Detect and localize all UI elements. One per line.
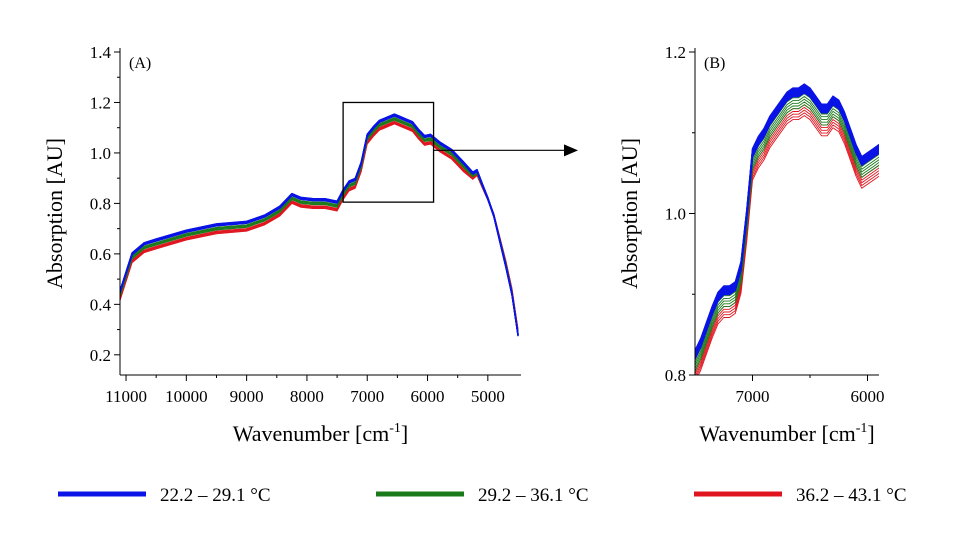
spectrum-blue-a-2	[120, 115, 519, 337]
spectrum-blue-a-1	[120, 115, 519, 337]
spectrum-red-a-0	[120, 123, 519, 332]
spectrum-blue-a-13	[120, 113, 519, 335]
panel-b-y-title: Absorption [AU]	[617, 138, 642, 289]
y-tick-label-0-0: 0.2	[90, 346, 111, 365]
spectrum-blue-a-9	[120, 114, 519, 335]
spectrum-blue-a-7	[120, 114, 519, 336]
panel-b-x-title-main: Wavenumber [cm	[699, 421, 855, 446]
x-tick-label-0-4: 7000	[350, 387, 384, 406]
spectrum-blue-a-8	[120, 114, 519, 336]
spectrum-green-a-0	[120, 119, 519, 335]
y-tick-label-1-1: 1.0	[665, 205, 686, 224]
legend: 22.2 – 29.1 °C 29.2 – 36.1 °C 36.2 – 43.…	[58, 485, 907, 506]
panel-a-x-title-sup: -1	[389, 421, 401, 436]
spectrum-green-a-4	[120, 117, 519, 332]
x-tick-label-0-3: 8000	[290, 387, 324, 406]
x-tick-label-0-5: 6000	[411, 387, 445, 406]
legend-label-red: 36.2 – 43.1 °C	[796, 485, 907, 506]
panel-b-x-title-close: ]	[867, 421, 874, 446]
spectrum-blue-b-11	[695, 84, 879, 353]
panel-b-ticks: 0.8 1.0 1.2 7000 6000	[665, 43, 885, 406]
y-tick-label-0-2: 0.6	[90, 245, 111, 264]
spectrum-green-a-2	[120, 118, 519, 333]
y-tick-label-1-0: 0.8	[665, 366, 686, 385]
legend-label-green: 29.2 – 36.1 °C	[478, 485, 589, 506]
spectrum-red-a-4	[120, 120, 519, 330]
spectrum-blue-a-6	[120, 114, 519, 336]
spectrum-green-a-1	[120, 119, 519, 334]
zoom-box	[342, 101, 435, 203]
legend-label-blue: 22.2 – 29.1 °C	[160, 485, 271, 506]
spectrum-red-a-3	[120, 121, 519, 330]
spectrum-red-b-0	[697, 115, 879, 375]
spectrum-blue-a-5	[120, 114, 519, 336]
spectrum-red-b-2	[695, 109, 879, 375]
panel-a-x-title-close: ]	[401, 421, 408, 446]
y-tick-label-1-2: 1.2	[665, 43, 686, 62]
zoom-arrowhead	[564, 144, 578, 157]
spectrum-red-a-1	[120, 122, 519, 332]
spectrum-green-b-0	[695, 104, 879, 372]
x-tick-label-1-0: 7000	[736, 387, 770, 406]
x-tick-label-0-6: 5000	[471, 387, 505, 406]
panel-b-series	[695, 83, 879, 375]
y-tick-label-0-1: 0.4	[90, 295, 112, 314]
panel-a-x-title: Wavenumber [cm-1]	[233, 421, 408, 446]
spectrum-red-a-2	[120, 122, 519, 331]
panel-b-x-title: Wavenumber [cm-1]	[699, 421, 874, 446]
y-tick-label-0-3: 0.8	[90, 194, 111, 213]
panel-a-x-title-main: Wavenumber [cm	[233, 421, 389, 446]
x-tick-label-0-2: 9000	[230, 387, 264, 406]
spectrum-green-b-2	[695, 98, 879, 367]
panel-b: 0.8 1.0 1.2 7000 6000 (B) Absorption [AU] Wa…	[617, 43, 885, 446]
spectrum-blue-b-7	[695, 87, 879, 356]
spectrum-blue-b-13	[695, 83, 879, 352]
x-tick-label-0-1: 10000	[165, 387, 208, 406]
spectrum-green-b-3	[695, 96, 879, 364]
spectrum-blue-b-10	[695, 85, 879, 354]
spectrum-red-b-1	[696, 112, 879, 375]
y-tick-label-0-6: 1.4	[90, 43, 112, 62]
spectrum-blue-a-3	[120, 115, 519, 336]
y-tick-label-0-4: 1.0	[90, 144, 111, 163]
spectrum-red-b-3	[695, 106, 879, 375]
panel-a-label: (A)	[129, 55, 151, 72]
spectrum-blue-a-12	[120, 113, 519, 335]
spectrum-blue-a-11	[120, 113, 519, 335]
panel-b-x-title-sup: -1	[856, 421, 868, 436]
spectrum-blue-a-10	[120, 113, 519, 335]
panel-a-ticks: 0.2 0.4 0.6 0.8 1.0 1.2 1.4 11000 10000 9000 8000 7…	[90, 43, 505, 406]
panel-a-series	[120, 113, 519, 337]
panel-a: 0.2 0.4 0.6 0.8 1.0 1.2 1.4 11000 10000 9000 8000 7…	[42, 43, 578, 446]
spectrum-blue-b-6	[695, 88, 879, 356]
x-tick-label-1-1: 6000	[851, 387, 885, 406]
spectrum-green-b-1	[695, 101, 879, 369]
panel-b-label: (B)	[704, 55, 725, 72]
y-tick-label-0-5: 1.2	[90, 93, 111, 112]
panel-a-y-title: Absorption [AU]	[42, 138, 67, 289]
x-tick-label-0-0: 11000	[105, 387, 147, 406]
spectrum-blue-a-0	[120, 115, 519, 337]
spectrum-blue-a-4	[120, 114, 519, 336]
